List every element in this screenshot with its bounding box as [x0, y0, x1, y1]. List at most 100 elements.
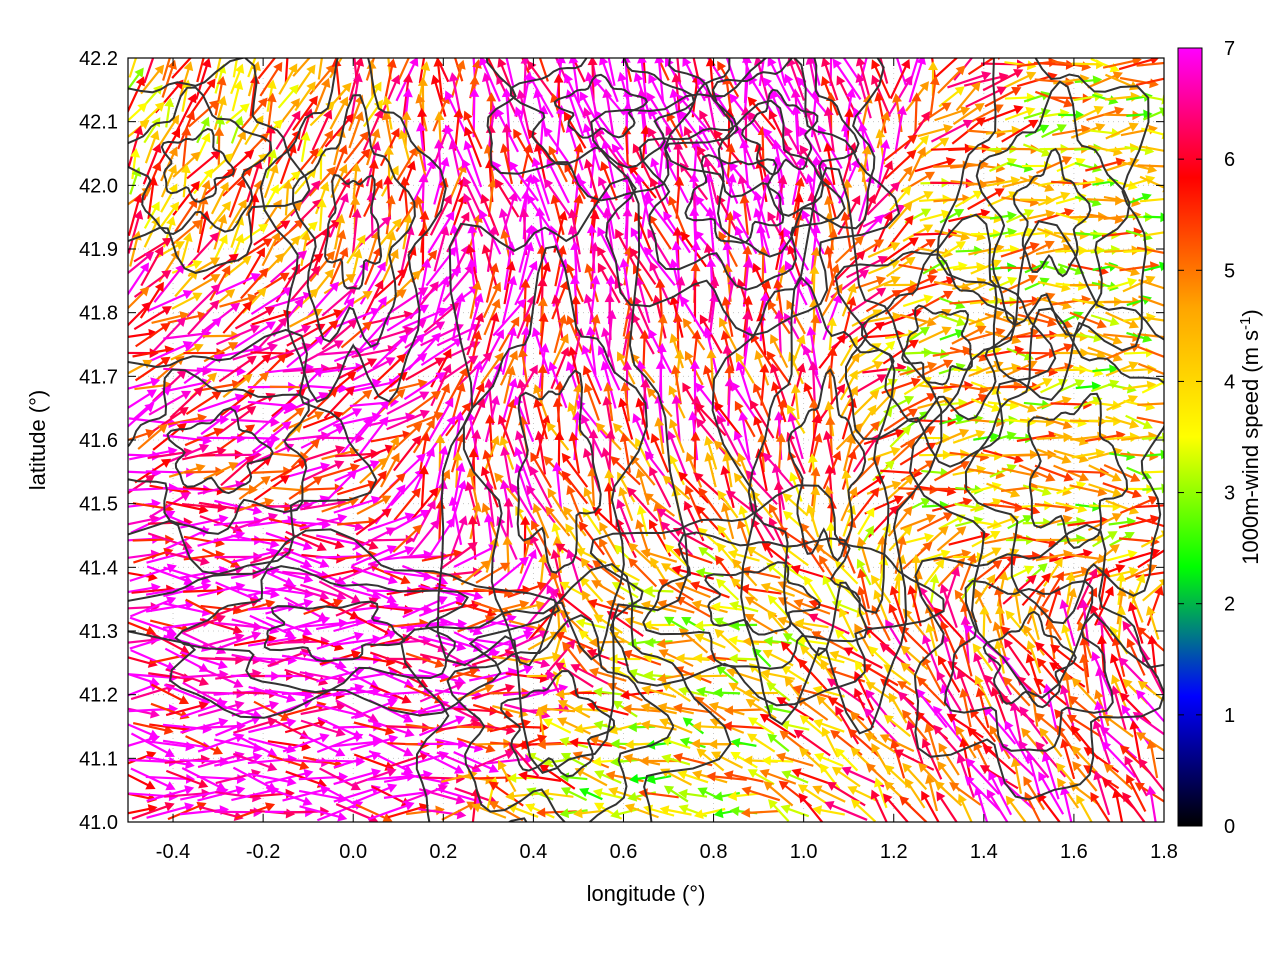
wind-arrow — [763, 636, 792, 647]
wind-arrow — [747, 96, 776, 131]
wind-arrow — [951, 117, 986, 145]
wind-arrow — [137, 423, 168, 450]
wind-arrow — [887, 506, 913, 537]
wind-arrow — [144, 130, 160, 164]
wind-arrow — [1019, 209, 1056, 222]
wind-arrow — [777, 58, 787, 86]
wind-arrow — [1021, 727, 1047, 758]
colorbar-tick-label: 3 — [1224, 483, 1235, 505]
wind-arrow — [128, 804, 158, 815]
wind-arrow — [265, 124, 276, 169]
wind-arrow — [840, 211, 852, 253]
wind-arrow — [812, 805, 845, 816]
wind-arrow — [128, 571, 158, 582]
wind-arrow — [1060, 785, 1073, 822]
wind-arrow — [372, 334, 409, 370]
wind-arrow — [453, 751, 499, 773]
wind-arrow — [1050, 644, 1085, 672]
wind-arrow — [140, 64, 165, 95]
wind-arrow — [1005, 795, 1027, 822]
wind-arrow — [677, 770, 709, 784]
wind-arrow — [839, 607, 856, 639]
wind-arrow — [670, 364, 682, 405]
wind-arrow — [1106, 549, 1138, 562]
wind-arrow — [1106, 395, 1139, 411]
wind-arrow — [179, 61, 194, 97]
wind-arrow — [1093, 770, 1111, 816]
wind-arrow — [917, 676, 947, 707]
wind-arrow — [939, 209, 965, 224]
wind-arrow — [292, 95, 318, 131]
wind-arrow — [485, 312, 500, 356]
wind-arrow — [699, 314, 723, 354]
wind-arrow — [907, 584, 922, 627]
wind-arrow — [431, 469, 451, 505]
wind-arrow — [253, 475, 290, 502]
wind-arrow — [128, 450, 162, 461]
wind-arrow — [602, 88, 615, 137]
wind-arrow — [728, 653, 759, 664]
wind-arrow — [265, 531, 313, 551]
wind-arrow — [429, 194, 452, 236]
wind-arrow — [500, 143, 514, 185]
wind-arrow — [460, 560, 491, 586]
contour-line — [711, 58, 860, 217]
wind-arrow — [202, 253, 239, 281]
wind-arrow — [855, 58, 872, 102]
wind-arrow — [874, 777, 888, 809]
contour-line — [861, 253, 1016, 423]
wind-arrow — [683, 126, 705, 168]
wind-arrow — [747, 733, 776, 753]
wind-arrow — [1034, 343, 1074, 361]
wind-arrow — [417, 76, 428, 115]
wind-arrow — [690, 431, 701, 474]
wind-arrow — [884, 329, 918, 340]
wind-arrow — [501, 326, 518, 375]
wind-arrow — [1134, 782, 1164, 803]
wind-arrow — [848, 475, 886, 501]
wind-arrow — [195, 58, 212, 100]
wind-arrow — [480, 352, 504, 385]
wind-arrow — [351, 162, 362, 199]
wind-arrow — [574, 768, 608, 787]
wind-arrow — [834, 235, 864, 264]
wind-arrow — [398, 129, 411, 164]
wind-arrow — [847, 785, 879, 803]
wind-arrow — [902, 224, 934, 242]
wind-arrow — [1072, 365, 1104, 377]
contour-line — [166, 407, 274, 495]
wind-arrow — [463, 110, 483, 150]
wind-arrow — [965, 758, 1000, 795]
contour-line — [834, 213, 1057, 468]
contour-line — [787, 368, 867, 562]
wind-arrow — [454, 58, 464, 82]
wind-arrow — [1026, 640, 1042, 674]
wind-arrow — [914, 157, 956, 173]
wind-arrow — [716, 665, 739, 684]
wind-arrow — [624, 803, 659, 819]
wind-arrow — [378, 218, 402, 247]
wind-arrow — [1071, 677, 1098, 706]
wind-arrow — [240, 267, 269, 300]
wind-arrow — [781, 770, 809, 784]
wind-arrow — [877, 139, 891, 189]
wind-arrow — [888, 525, 913, 552]
wind-arrow — [148, 390, 192, 416]
wind-arrow — [581, 344, 603, 391]
wind-arrow — [598, 58, 619, 103]
wind-arrow — [1092, 93, 1119, 105]
wind-arrow — [723, 770, 764, 783]
wind-arrow — [302, 309, 344, 327]
wind-arrow — [821, 726, 839, 758]
wind-arrow — [648, 73, 673, 119]
wind-arrow — [656, 508, 697, 536]
wind-arrow — [301, 460, 345, 482]
wind-arrow — [766, 682, 791, 702]
wind-arrow — [835, 705, 860, 745]
wind-arrow — [531, 327, 550, 375]
wind-arrow — [1025, 751, 1042, 800]
wind-arrow — [351, 208, 362, 255]
wind-arrow — [383, 145, 394, 182]
wind-arrow — [1109, 653, 1128, 695]
wind-arrow — [702, 157, 719, 204]
